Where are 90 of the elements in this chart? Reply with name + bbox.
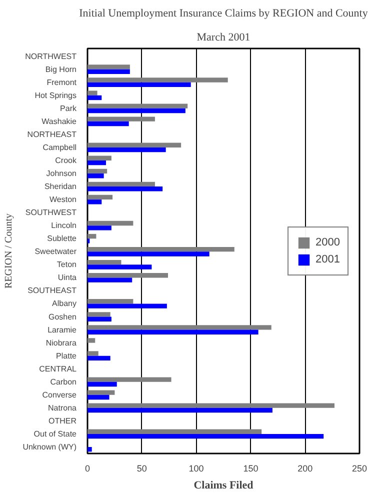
x-tick-label: 150 <box>243 464 258 474</box>
bar <box>88 408 272 413</box>
y-tick-label: SOUTHWEST <box>25 208 77 218</box>
y-tick-label: Fremont <box>46 78 78 87</box>
y-tick-label: Unknown (WY) <box>22 442 77 452</box>
bar <box>88 104 188 108</box>
x-axis-title: Claims Filed <box>194 480 254 492</box>
bar <box>88 304 167 308</box>
bar <box>88 182 155 187</box>
chart-subtitle: March 2001 <box>196 32 250 44</box>
y-tick-label: Hot Springs <box>34 90 76 100</box>
bar <box>88 316 112 322</box>
bar <box>88 434 324 439</box>
y-tick-label: Uinta <box>58 273 78 282</box>
bar <box>88 260 122 265</box>
y-tick-label: Sweetwater <box>34 247 77 256</box>
bar <box>88 403 334 408</box>
bar <box>88 156 112 160</box>
x-tick-label: 200 <box>298 464 313 474</box>
y-tick-label: Park <box>60 104 78 113</box>
bar <box>88 116 155 122</box>
bar <box>88 168 108 174</box>
bar <box>88 429 262 434</box>
bar <box>88 312 110 317</box>
bar <box>88 220 134 226</box>
y-tick-label: Campbell <box>42 142 77 152</box>
bar <box>88 108 186 114</box>
bar <box>88 186 163 192</box>
x-tick-label: 0 <box>84 464 90 474</box>
bar <box>88 356 110 361</box>
y-tick-label: Out of State <box>34 429 78 438</box>
bar <box>88 278 132 282</box>
bar <box>88 64 130 70</box>
bar <box>88 142 182 148</box>
bar <box>88 351 98 356</box>
bar <box>88 95 102 100</box>
chart-title: Initial Unemployment Insurance Claims by REGION and County <box>79 8 368 20</box>
bar <box>88 330 258 334</box>
y-tick-label: Crook <box>55 156 78 165</box>
y-tick-label: Natrona <box>48 403 78 412</box>
bar <box>88 194 113 200</box>
bar <box>88 264 152 270</box>
y-tick-label: Lincoln <box>51 221 77 230</box>
bar <box>88 69 130 74</box>
bar <box>88 200 102 204</box>
y-tick-label: Weston <box>50 195 77 204</box>
y-tick-label: Platte <box>56 351 78 360</box>
bar <box>88 78 228 82</box>
y-tick-label: NORTHWEST <box>25 52 77 61</box>
bar <box>88 325 272 330</box>
y-tick-label: Goshen <box>48 312 77 322</box>
bar <box>88 273 168 278</box>
bar <box>88 174 104 178</box>
bar <box>88 82 191 88</box>
legend-label: 2001 <box>316 253 340 265</box>
y-tick-label: Sublette <box>47 234 78 244</box>
bar <box>88 299 134 304</box>
bar <box>88 338 96 343</box>
y-tick-label: SOUTHEAST <box>28 286 77 296</box>
y-tick-label: OTHER <box>48 416 77 426</box>
bar <box>88 147 166 152</box>
y-tick-label: Carbon <box>50 377 77 386</box>
bar <box>88 446 92 452</box>
y-tick-label: Sheridan <box>44 182 77 192</box>
bar <box>88 394 110 400</box>
y-tick-label: Johnson <box>46 169 77 178</box>
y-tick-label: CENTRAL <box>39 364 78 374</box>
bar <box>88 390 115 395</box>
bar <box>88 377 172 382</box>
y-tick-label: Converse <box>42 390 78 400</box>
y-axis-title: REGION / County <box>4 214 15 288</box>
y-tick-label: Teton <box>56 260 77 270</box>
y-tick-label: Big Horn <box>45 64 76 74</box>
bar <box>88 234 96 239</box>
bar <box>88 160 106 166</box>
y-tick-label: Albany <box>52 299 77 308</box>
bar <box>88 121 129 126</box>
y-tick-label: Laramie <box>48 325 78 334</box>
bar <box>88 226 112 230</box>
x-tick-label: 100 <box>188 464 204 474</box>
y-tick-label: NORTHEAST <box>27 130 77 139</box>
bar <box>88 252 210 256</box>
y-tick-label: Niobrara <box>46 338 78 348</box>
bar <box>88 246 234 252</box>
x-tick-label: 250 <box>352 464 368 474</box>
legend-label: 2000 <box>316 236 340 248</box>
bar <box>88 90 98 96</box>
bar <box>88 382 117 387</box>
y-tick-label: Washakie <box>42 116 78 126</box>
x-tick-label: 50 <box>136 464 147 474</box>
